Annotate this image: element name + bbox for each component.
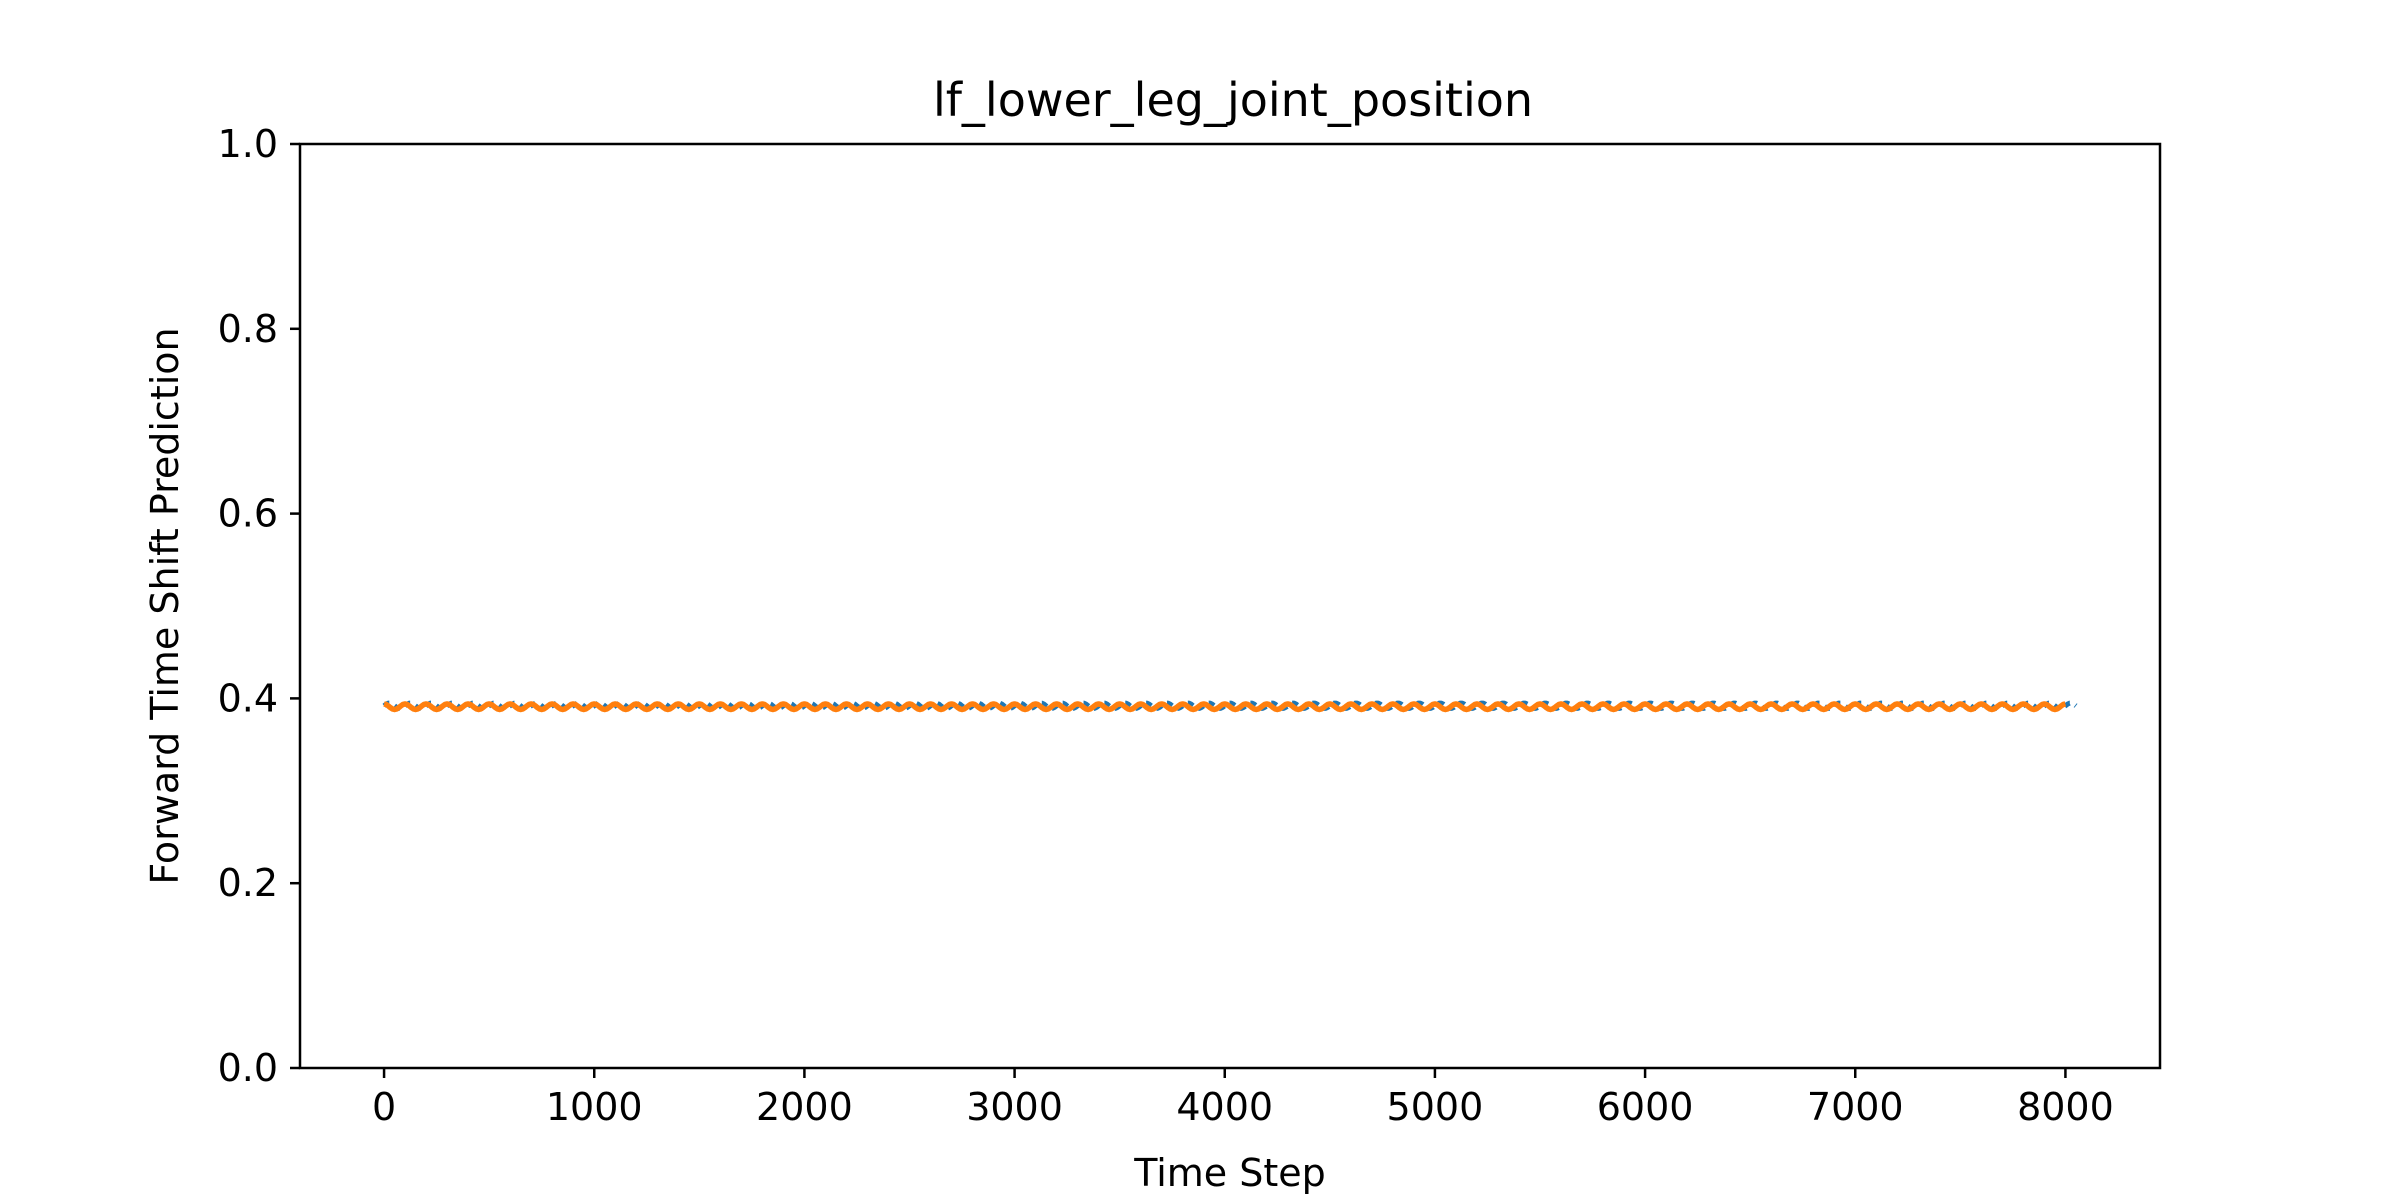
x-axis-label: Time Step [1133,1151,1326,1195]
chart-title: lf_lower_leg_joint_position [933,73,1533,127]
x-tick-label: 4000 [1176,1085,1273,1129]
y-tick-label: 0.2 [218,861,278,905]
y-tick-label: 0.6 [218,492,278,536]
y-tick-label: 0.0 [218,1046,278,1090]
y-tick-label: 0.8 [218,307,278,351]
x-tick-label: 0 [372,1085,396,1129]
series-line-2 [383,701,2067,713]
series-layer [382,700,2078,713]
y-tick-label: 0.4 [218,676,278,720]
x-tick-label: 8000 [2017,1085,2114,1129]
y-axis-label: Forward Time Shift Prediction [143,327,187,884]
x-tick-label: 2000 [756,1085,853,1129]
y-tick-label: 1.0 [218,122,278,166]
x-tick-label: 5000 [1387,1085,1484,1129]
x-tick-label: 7000 [1807,1085,1904,1129]
x-tick-label: 3000 [966,1085,1063,1129]
x-tick-label: 6000 [1597,1085,1694,1129]
y-axis: 0.0 0.2 0.4 0.6 0.8 1.0 [218,122,300,1090]
plot-frame [298,142,2162,1070]
x-tick-label: 1000 [546,1085,643,1129]
x-axis: 0 1000 2000 3000 4000 5000 6000 7000 8000 [372,1068,2114,1129]
